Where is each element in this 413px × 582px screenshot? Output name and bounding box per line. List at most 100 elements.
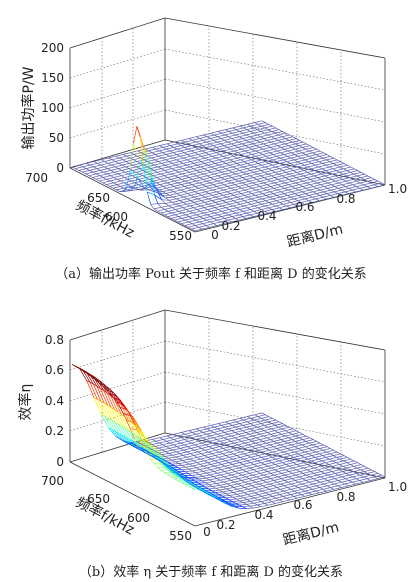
mesh-line: [256, 476, 260, 479]
mesh-line: [332, 171, 340, 175]
mesh-line: [177, 470, 182, 474]
mesh-line: [193, 485, 198, 489]
mesh-line: [224, 469, 232, 472]
mesh-line: [299, 469, 308, 472]
mesh-line: [109, 186, 114, 189]
mesh-line: [349, 182, 353, 186]
mesh-line: [367, 179, 375, 182]
mesh-line: [349, 474, 353, 478]
mesh-line: [317, 474, 321, 478]
mesh-line: [223, 481, 228, 485]
mesh-line: [315, 157, 324, 161]
mesh-line: [326, 488, 334, 492]
mesh-line: [161, 199, 170, 201]
mesh-line: [96, 378, 101, 382]
mesh-line: [225, 496, 234, 499]
mesh-line: [120, 178, 129, 182]
mesh-line: [267, 430, 275, 433]
mesh-line: [292, 432, 300, 435]
mesh-line: [184, 150, 192, 154]
mesh-line: [299, 179, 304, 182]
mesh-line: [236, 129, 240, 132]
mesh-line: [268, 503, 276, 506]
mesh-line: [153, 175, 157, 178]
mesh-line: [203, 218, 207, 221]
mesh-line: [302, 186, 307, 189]
mesh-line: [259, 150, 267, 154]
mesh-line: [259, 483, 263, 487]
mesh-line: [103, 402, 112, 421]
mesh-line: [219, 193, 224, 196]
mesh-line: [262, 446, 267, 449]
mesh-line: [265, 159, 273, 162]
mesh-line: [353, 179, 357, 182]
mesh-line: [238, 478, 242, 481]
mesh-line: [340, 457, 348, 460]
mesh-line: [82, 369, 91, 383]
mesh-line: [167, 461, 172, 465]
mesh-line: [252, 147, 260, 150]
mesh-line: [330, 485, 338, 488]
mesh-line: [93, 384, 102, 402]
mesh-line: [234, 150, 238, 154]
mesh-line: [214, 168, 219, 171]
mesh-line: [257, 134, 261, 138]
mesh-line: [228, 467, 233, 471]
mesh-line: [257, 210, 265, 214]
mesh-line: [283, 198, 288, 202]
mesh-line: [356, 473, 361, 476]
mesh-line: [126, 155, 131, 159]
mesh-line: [188, 226, 192, 230]
mesh-line: [238, 141, 243, 145]
mesh-line: [101, 414, 105, 417]
mesh-line: [263, 136, 272, 139]
mesh-line: [223, 148, 231, 152]
mesh-line: [305, 439, 314, 442]
mesh-line: [96, 386, 105, 404]
mesh-line: [257, 425, 265, 428]
mesh-line: [222, 495, 226, 499]
mesh-line: [171, 472, 176, 476]
mesh-line: [155, 148, 160, 152]
mesh-line: [247, 414, 255, 417]
mesh-line: [266, 187, 274, 191]
mesh-line: [244, 193, 252, 196]
mesh-line: [294, 154, 299, 157]
mesh-line: [135, 171, 140, 175]
mesh-line: [292, 467, 297, 471]
mesh-line: [116, 184, 121, 187]
mesh-line: [239, 175, 243, 178]
mesh-line: [260, 175, 265, 178]
mesh-line: [275, 419, 280, 423]
mesh-line: [278, 132, 286, 136]
mesh-line: [281, 433, 286, 437]
mesh-line: [276, 487, 281, 490]
mesh-line: [293, 455, 302, 458]
mesh-line: [185, 219, 189, 223]
mesh-line: [113, 180, 121, 184]
mesh-line: [172, 196, 177, 200]
mesh-line: [335, 179, 343, 182]
mesh-line: [281, 184, 289, 187]
mesh-line: [190, 203, 198, 207]
mesh-line: [249, 139, 257, 143]
mesh-line: [266, 474, 275, 478]
mesh-line: [320, 179, 325, 182]
mesh-line: [222, 453, 227, 456]
mesh-line: [172, 454, 176, 458]
mesh-line: [255, 155, 259, 159]
mesh-line: [111, 429, 116, 432]
mesh-line: [266, 150, 271, 154]
mesh-line: [215, 491, 223, 493]
mesh-line: [366, 476, 375, 480]
mesh-line: [106, 173, 111, 177]
mesh-line: [211, 451, 220, 455]
mesh-line: [280, 189, 289, 193]
mesh-line: [235, 469, 243, 472]
mesh-line: [325, 462, 330, 465]
mesh-line: [346, 175, 351, 179]
mesh-line: [165, 446, 170, 449]
mesh-line: [186, 157, 195, 161]
mesh-line: [312, 150, 321, 154]
mesh-line: [275, 132, 279, 136]
